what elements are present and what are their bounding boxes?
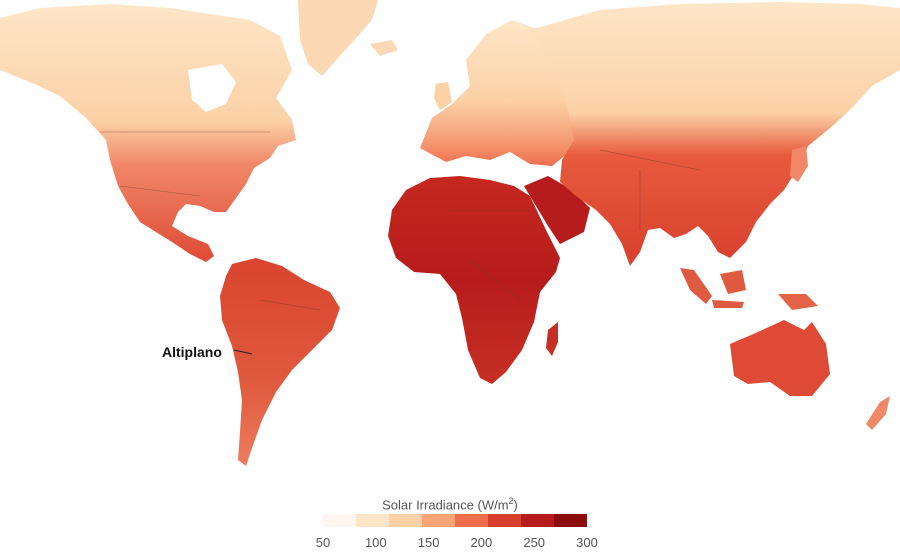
legend-swatch [323,514,356,527]
altiplano-pointer [233,349,253,355]
legend-swatch [521,514,554,527]
south-america-region [220,258,340,466]
britain-region [434,82,452,110]
legend-tick-label: 200 [470,535,493,550]
greenland-region [298,0,378,76]
legend-swatch [488,514,521,527]
legend-tick-label: 100 [364,535,387,550]
europe-region [420,20,584,166]
australia-region [730,320,830,396]
madagascar-region [546,322,558,356]
legend-tick-label: 150 [417,535,440,550]
legend-tick-label: 50 [315,535,331,550]
legend-swatch [455,514,488,527]
legend-color-bar [323,514,587,527]
north-america-region [0,4,296,262]
legend-swatch [422,514,455,527]
legend-swatch [554,514,587,527]
legend-swatch [356,514,389,527]
country-borders [100,131,701,311]
legend-tick-label: 250 [523,535,546,550]
legend-tick-label: 300 [576,535,598,550]
japan-region [790,146,808,182]
asia-region [530,2,900,266]
legend-title: Solar Irradiance (W/m2) [382,496,518,513]
iceland-region [370,40,398,56]
new-zealand-region [866,396,890,430]
sumatra-region [680,268,712,304]
africa-region [388,176,560,384]
altiplano-label: Altiplano [162,344,222,360]
legend-swatch [389,514,422,527]
new-guinea-region [778,294,818,310]
hudson-bay [188,64,236,112]
java-region [712,300,744,308]
world-map [0,0,900,466]
borneo-region [720,270,746,294]
